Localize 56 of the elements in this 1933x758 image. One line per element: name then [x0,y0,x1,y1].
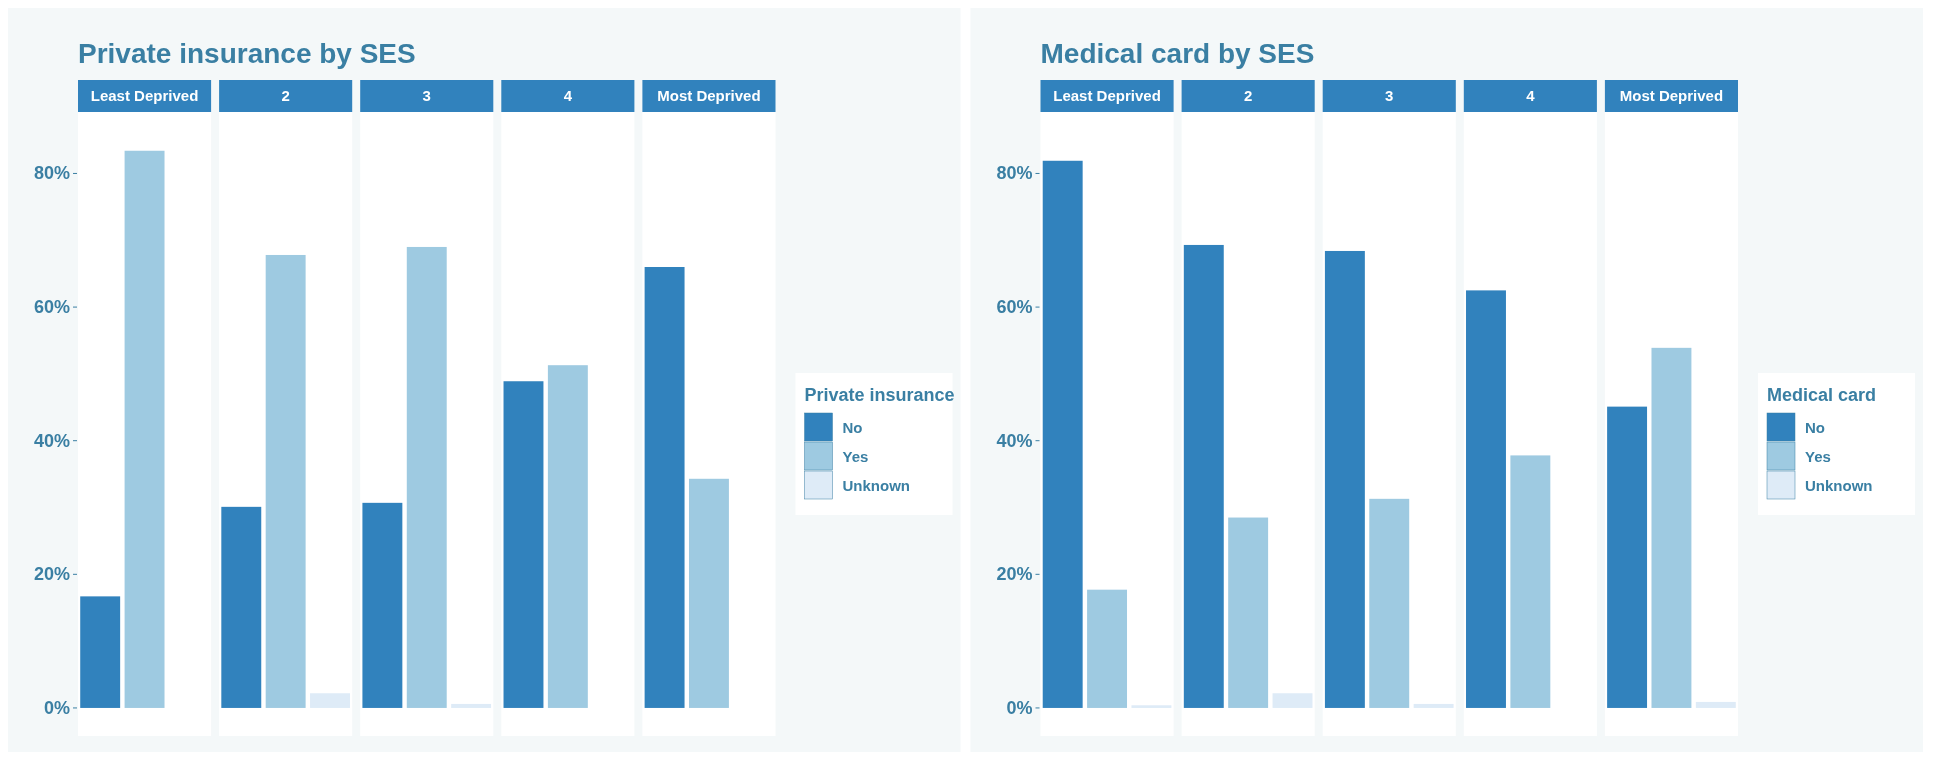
bar [406,246,447,708]
legend-label: Yes [842,448,869,465]
legend-label: Yes [1805,448,1831,465]
bar [1228,517,1269,708]
bar [644,267,685,708]
bar [1413,703,1454,708]
bar [1042,160,1083,708]
y-tick-label: 60% [996,297,1033,318]
bar [688,478,729,708]
x-tick-label: 3 [1385,87,1394,104]
y-tick-label: 20% [33,564,70,585]
bar [1510,455,1551,708]
bar [1272,693,1313,708]
x-tick-label: 2 [1243,87,1253,104]
y-tick-label: 0% [43,697,70,718]
bar [503,381,544,708]
bar [310,693,350,708]
legend-title: Private insurance [804,385,955,405]
bar [547,365,588,708]
y-tick-label: 80% [33,163,70,184]
x-tick-label: 2 [281,87,290,104]
bar [1369,498,1410,708]
y-tick-label: 60% [33,297,70,318]
legend-label: Unknown [1805,477,1873,494]
bar [80,596,121,708]
y-tick-label: 20% [996,564,1033,585]
legend-label: No [842,419,863,436]
y-tick-label: 40% [33,430,70,451]
bar [1087,589,1128,708]
legend-label: No [1805,419,1825,436]
legend-title: Medical card [1767,385,1877,405]
bar [362,502,403,708]
bar [1466,290,1506,708]
bar [265,254,306,708]
x-tick-label: Least Deprived [90,87,199,104]
bar [1607,406,1648,708]
bar [1324,250,1365,708]
x-tick-label: Most Deprived [657,87,761,104]
bar [1695,701,1736,708]
y-tick-label: 80% [996,163,1033,184]
chart-title: Medical card by SES [1040,38,1315,69]
x-tick-label: 4 [563,87,573,104]
y-tick-label: 40% [996,430,1033,451]
bar [221,506,262,708]
x-tick-label: 4 [1526,87,1536,104]
chart-title: Private insurance by SES [78,38,416,69]
bar [1131,705,1172,708]
x-tick-label: Most Deprived [1619,87,1724,104]
x-tick-label: Least Deprived [1053,87,1161,104]
y-tick-label: 0% [1006,697,1033,718]
bar [1651,347,1692,708]
x-tick-label: 3 [422,87,431,104]
bar [1183,244,1224,708]
legend-label: Unknown [842,477,910,494]
bar [124,150,165,708]
bar [451,703,492,708]
